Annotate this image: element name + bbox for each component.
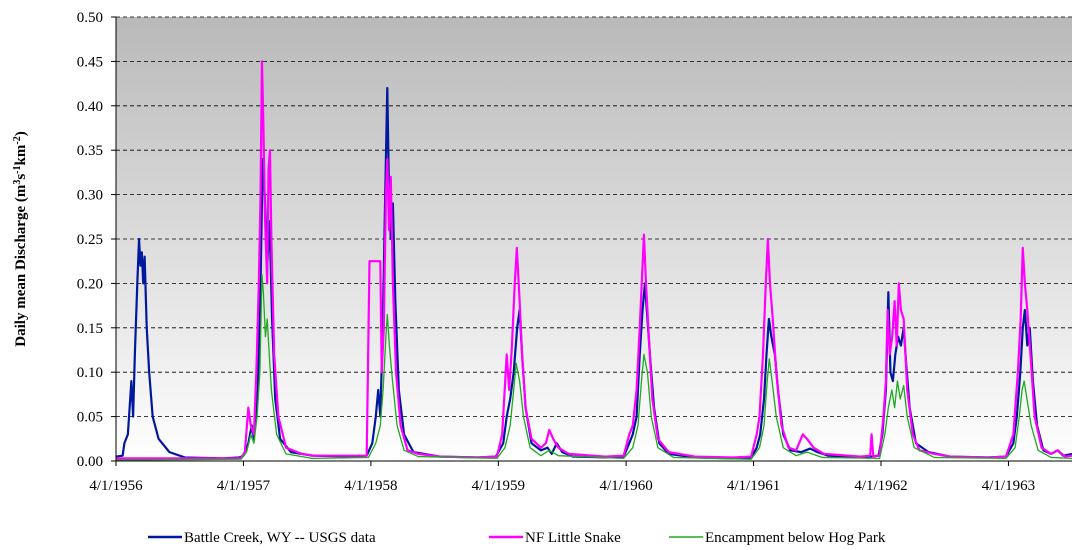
legend-label-nf-little-snake: NF Little Snake [525, 530, 621, 546]
y-tick-label: 0.25 [77, 232, 103, 248]
series-line-2 [116, 273, 1072, 461]
x-tick-label: 4/1/1960 [599, 478, 652, 494]
x-tick-label: 4/1/1957 [217, 478, 271, 494]
series-lines [116, 60, 1072, 461]
y-axis-title: Daily mean Discharge (m3s-1km-2) [12, 131, 30, 346]
y-tick-label: 0.50 [77, 10, 103, 26]
legend: Battle Creek, WY -- USGS data NF Little … [148, 530, 886, 546]
x-axis-ticks: 4/1/1956 4/1/1957 4/1/1958 4/1/1959 4/1/1960… [89, 461, 1035, 494]
y-tick-label: 0.45 [77, 54, 103, 70]
y-axis-ticks: 0.00 0.05 0.10 0.15 0.20 0.25 0.30 0.35 0.40 0.45… [77, 10, 116, 470]
x-tick-label: 4/1/1959 [472, 478, 525, 494]
x-tick-label: 4/1/1956 [89, 478, 143, 494]
series-line-1 [116, 60, 1072, 460]
y-tick-label: 0.00 [77, 454, 103, 470]
gridlines [116, 16, 1072, 418]
legend-item-nf-little-snake: NF Little Snake [489, 530, 621, 546]
y-tick-label: 0.40 [77, 99, 103, 115]
legend-label-encampment: Encampment below Hog Park [705, 530, 886, 546]
y-tick-label: 0.15 [77, 321, 103, 337]
x-tick-label: 4/1/1962 [854, 478, 907, 494]
y-tick-label: 0.10 [77, 365, 103, 381]
x-tick-label: 4/1/1958 [344, 478, 397, 494]
x-tick-label: 4/1/1963 [982, 478, 1035, 494]
x-tick-label: 4/1/1961 [727, 478, 780, 494]
legend-label-battle-creek: Battle Creek, WY -- USGS data [184, 530, 376, 546]
legend-item-encampment: Encampment below Hog Park [669, 530, 886, 546]
y-tick-label: 0.05 [77, 410, 103, 426]
y-tick-label: 0.35 [77, 143, 103, 159]
y-tick-label: 0.20 [77, 276, 103, 292]
y-tick-label: 0.30 [77, 188, 103, 204]
legend-item-battle-creek: Battle Creek, WY -- USGS data [148, 530, 376, 546]
